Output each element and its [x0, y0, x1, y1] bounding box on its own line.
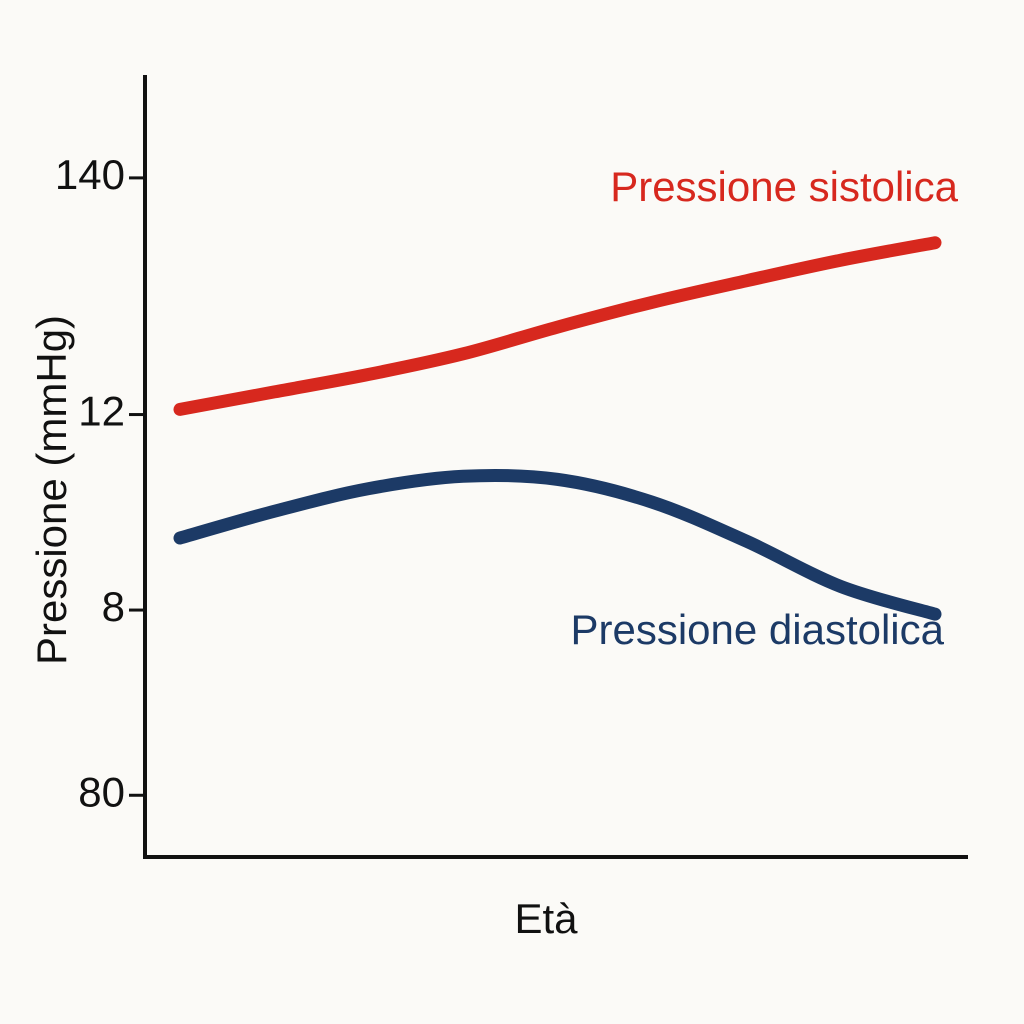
y-axis-label: Pressione (mmHg) — [28, 315, 75, 665]
series-label: Pressione sistolica — [610, 163, 958, 210]
y-tick-label: 12 — [78, 388, 125, 435]
series-line — [173, 468, 942, 621]
series-label: Pressione diastolica — [570, 606, 944, 653]
y-tick-label: 80 — [78, 768, 125, 815]
series-line — [173, 236, 942, 416]
y-tick-label: 8 — [102, 583, 125, 630]
y-tick-label: 140 — [55, 151, 125, 198]
x-axis-label: Età — [514, 895, 578, 942]
